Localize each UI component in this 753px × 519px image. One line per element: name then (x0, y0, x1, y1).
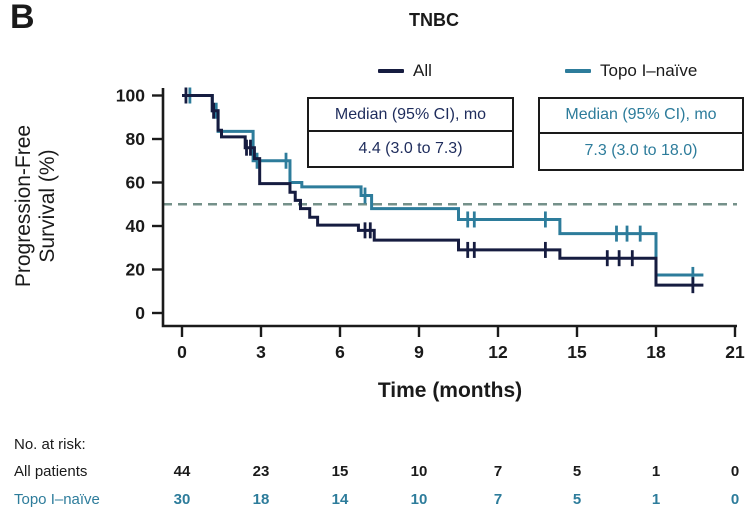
axis-spines (161, 88, 737, 328)
km-curve-all (182, 87, 704, 294)
legend-item-topo-naive: Topo I–naïve (565, 60, 697, 82)
y-tick-label: 20 (126, 260, 146, 280)
risk-count: 1 (651, 463, 661, 480)
risk-table-heading: No. at risk: (14, 436, 86, 453)
risk-count: 10 (410, 463, 428, 480)
x-tick-label: 12 (488, 342, 508, 362)
median-box-topo-value: 7.3 (3.0 to 18.0) (584, 141, 698, 159)
risk-count: 10 (410, 491, 428, 508)
km-step-path (182, 94, 704, 287)
legend-swatch-topo-naive (565, 69, 591, 73)
risk-row-label-topo-naive: Topo I–naïve (14, 491, 100, 508)
median-box-topo-header: Median (95% CI), mo (540, 99, 742, 134)
x-axis-ticks: 0 3 6 9 12 15 18 21 (177, 326, 745, 362)
y-axis-title-line2: Survival (%) (36, 149, 59, 263)
risk-count: 1 (651, 491, 661, 508)
km-plot: 0 20 40 60 80 100 0 3 6 9 12 15 18 21 (116, 86, 745, 363)
risk-count: 7 (493, 491, 503, 508)
y-tick-label: 60 (126, 173, 146, 193)
risk-count: 18 (252, 491, 270, 508)
risk-count: 5 (572, 491, 582, 508)
legend-label-topo-naive: Topo I–naïve (600, 61, 698, 80)
legend-label-all: All (413, 61, 432, 80)
legend: All Topo I–naïve (0, 60, 753, 82)
risk-count: 44 (173, 463, 191, 480)
panel-label: B (10, 0, 35, 36)
figure-title: TNBC (409, 10, 459, 30)
risk-count: 0 (730, 491, 740, 508)
x-tick-label: 0 (177, 342, 187, 362)
x-axis-title: Time (months) (377, 379, 523, 402)
y-tick-label: 80 (126, 129, 146, 149)
risk-count: 0 (730, 463, 740, 480)
legend-swatch-all (378, 69, 404, 73)
y-axis-title: Progression-Free Survival (%) (12, 89, 62, 323)
x-tick-label: 18 (646, 342, 666, 362)
x-tick-label: 3 (256, 342, 266, 362)
risk-count: 7 (493, 463, 503, 480)
y-tick-label: 0 (135, 303, 145, 323)
x-tick-label: 9 (414, 342, 424, 362)
median-box-all: Median (95% CI), mo 4.4 (3.0 to 7.3) (307, 97, 514, 168)
median-box-topo-naive: Median (95% CI), mo 7.3 (3.0 to 18.0) (538, 97, 744, 171)
risk-count: 15 (331, 463, 349, 480)
risk-count: 30 (173, 491, 191, 508)
y-axis-title-line1: Progression-Free (12, 124, 35, 288)
risk-count: 14 (331, 491, 349, 508)
median-box-all-value: 4.4 (3.0 to 7.3) (358, 139, 463, 157)
legend-item-all: All (378, 60, 432, 82)
x-tick-label: 21 (725, 342, 745, 362)
x-tick-label: 6 (335, 342, 345, 362)
median-box-all-header: Median (95% CI), mo (309, 99, 512, 132)
risk-count: 5 (572, 463, 582, 480)
y-tick-label: 100 (116, 86, 145, 106)
risk-count: 23 (252, 463, 270, 480)
y-axis-ticks: 0 20 40 60 80 100 (116, 86, 163, 323)
risk-row-label-all: All patients (14, 463, 88, 480)
x-tick-label: 15 (567, 342, 587, 362)
y-tick-label: 40 (126, 216, 146, 236)
